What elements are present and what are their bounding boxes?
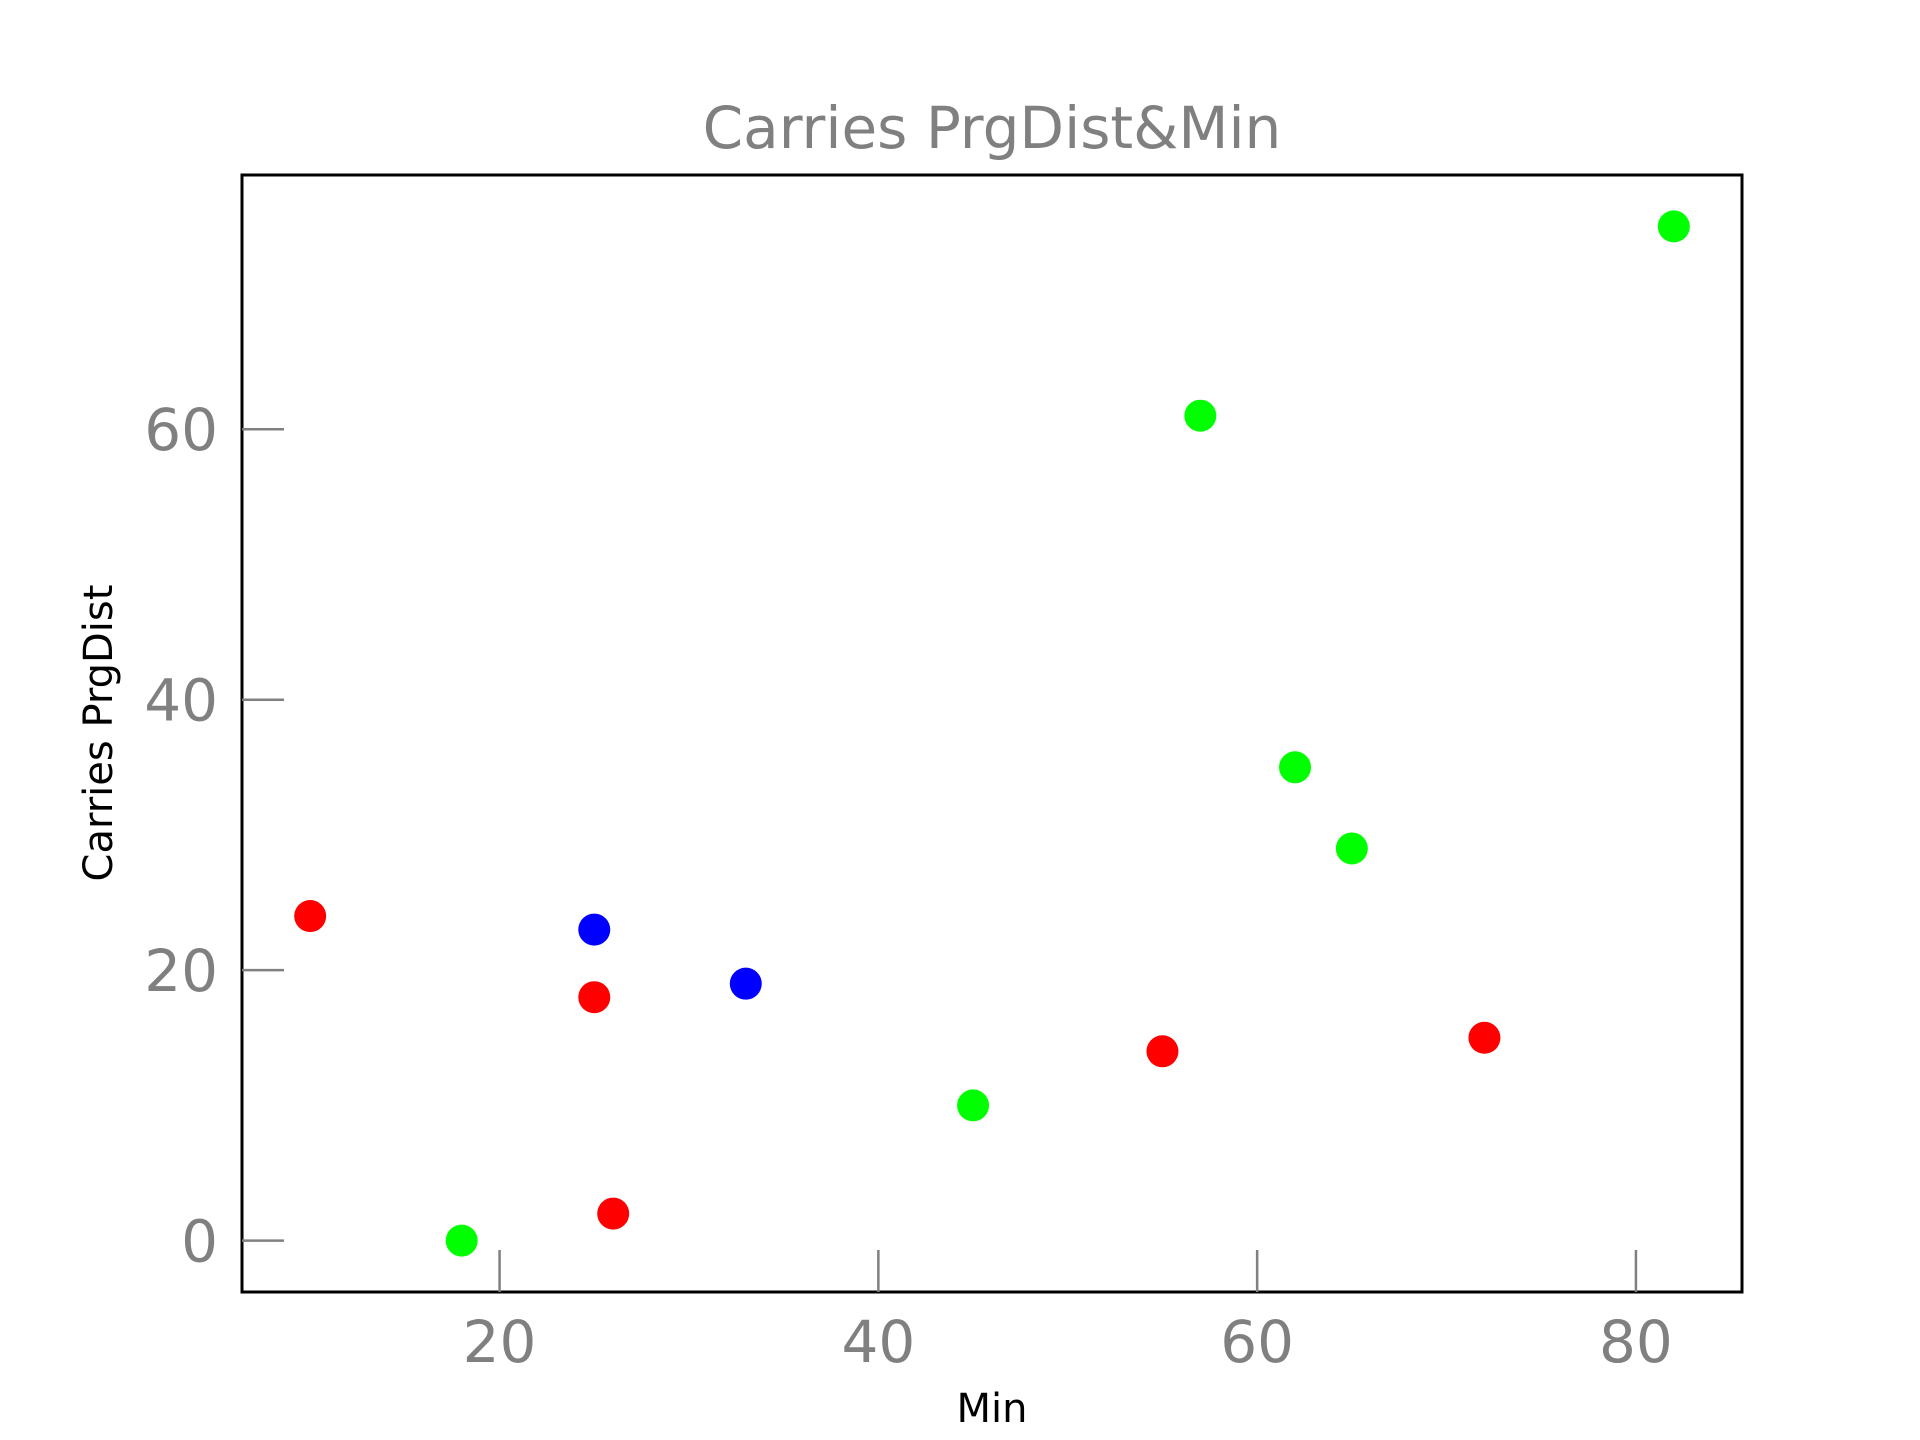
x-axis-label: Min <box>957 1386 1028 1432</box>
y-axis-label: Carries PrgDist <box>76 585 122 882</box>
y-tick-label: 60 <box>144 396 218 464</box>
chart-title: Carries PrgDist&Min <box>703 94 1282 162</box>
data-point <box>1146 1035 1179 1068</box>
data-point <box>1468 1021 1501 1054</box>
data-point <box>1657 210 1690 243</box>
data-point <box>578 981 611 1014</box>
data-point <box>957 1089 990 1122</box>
x-tick-label: 40 <box>841 1308 915 1376</box>
x-tick-label: 60 <box>1220 1308 1294 1376</box>
x-tick-label: 20 <box>463 1308 537 1376</box>
data-point <box>1279 751 1312 784</box>
data-point <box>294 900 327 933</box>
x-axis-ticks: 20 40 60 80 <box>463 1250 1673 1376</box>
data-point <box>1184 399 1217 432</box>
x-tick-label: 80 <box>1599 1308 1673 1376</box>
y-tick-label: 40 <box>144 667 218 735</box>
y-axis-ticks: 0 20 40 60 <box>144 396 284 1276</box>
data-point <box>445 1224 478 1257</box>
data-point <box>578 913 611 946</box>
y-tick-label: 20 <box>144 937 218 1005</box>
plot-area <box>240 173 1744 1294</box>
y-tick-label: 0 <box>181 1208 218 1276</box>
data-point <box>1335 832 1368 865</box>
data-point <box>597 1197 630 1230</box>
data-point <box>729 967 762 1000</box>
data-points <box>294 210 1690 1257</box>
